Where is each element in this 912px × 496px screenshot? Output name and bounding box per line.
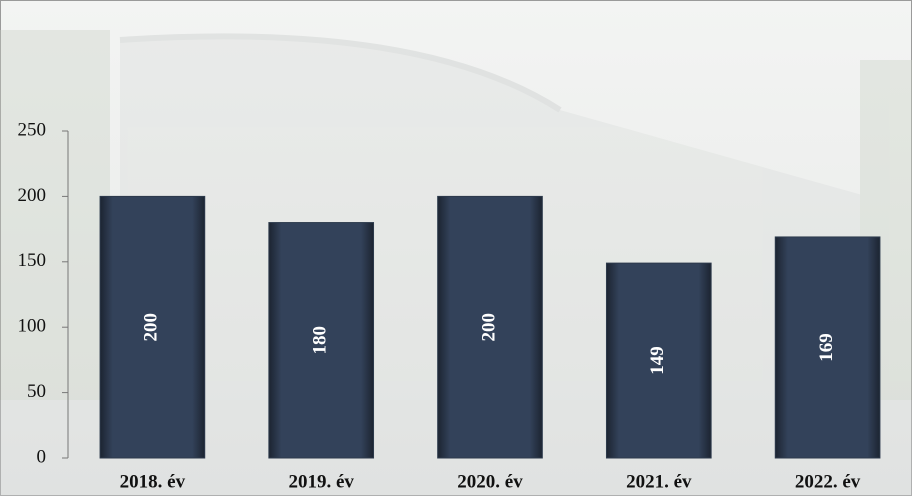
value-label: 200 xyxy=(141,313,162,342)
x-tick-label: 2019. év xyxy=(288,471,354,492)
x-tick-label: 2020. év xyxy=(457,471,523,492)
value-label: 180 xyxy=(310,326,331,355)
bar xyxy=(99,195,206,459)
y-tick-label: 0 xyxy=(37,446,47,467)
x-tick-label: 2021. év xyxy=(626,471,692,492)
bar xyxy=(437,195,543,459)
bar xyxy=(268,222,375,459)
value-label: 169 xyxy=(816,333,837,362)
y-tick-label: 50 xyxy=(27,381,46,402)
value-label: 149 xyxy=(647,346,668,375)
y-tick-label: 100 xyxy=(18,316,47,337)
bar xyxy=(605,262,712,459)
value-label: 200 xyxy=(478,313,499,342)
y-tick-label: 250 xyxy=(18,119,47,140)
x-tick-label: 2022. év xyxy=(795,471,861,492)
bar xyxy=(774,236,881,459)
y-tick-label: 150 xyxy=(18,250,47,271)
x-tick-label: 2018. év xyxy=(120,471,186,492)
y-tick-label: 200 xyxy=(18,185,47,206)
